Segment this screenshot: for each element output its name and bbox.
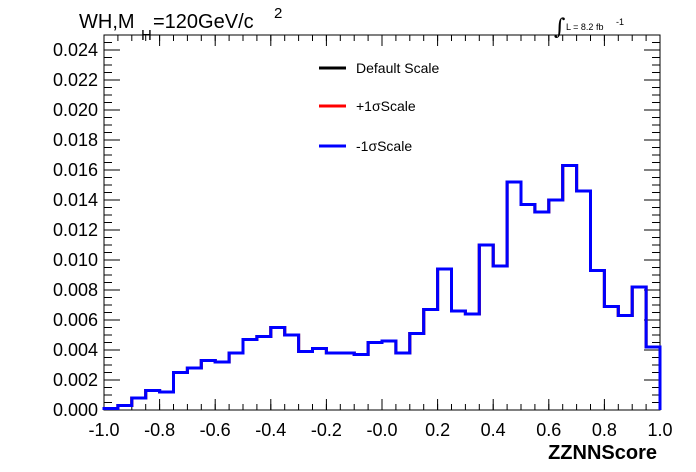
x-tick-label: 0.4 xyxy=(481,420,506,440)
y-tick-label: 0.022 xyxy=(53,70,98,90)
x-tick-label: -0.6 xyxy=(200,420,231,440)
x-tick-label: -0.2 xyxy=(311,420,342,440)
integral-icon: ∫ xyxy=(554,15,566,40)
y-tick-label: 0.016 xyxy=(53,160,98,180)
luminosity-label: L = 8.2 fb xyxy=(566,22,603,32)
chart-title: WH,M xyxy=(79,11,135,33)
y-tick-label: 0.010 xyxy=(53,250,98,270)
y-tick-label: 0.008 xyxy=(53,280,98,300)
luminosity-superscript: -1 xyxy=(616,17,624,27)
y-tick-label: 0.004 xyxy=(53,340,98,360)
x-tick-label: 0.8 xyxy=(592,420,617,440)
y-tick-label: 0.024 xyxy=(53,40,98,60)
chart-title-subscript: H xyxy=(141,27,152,44)
y-tick-label: 0.002 xyxy=(53,370,98,390)
y-tick-label: 0.012 xyxy=(53,220,98,240)
series-layer xyxy=(102,164,662,410)
y-tick-label: 0.018 xyxy=(53,130,98,150)
y-axis: 0.000 0.002 0.004 0.006 0.008 0.010 0.012 0.014… xyxy=(53,34,660,420)
y-tick-label: 0.000 xyxy=(53,400,98,420)
plot-frame xyxy=(103,34,661,411)
x-tick-label: 0.2 xyxy=(425,420,450,440)
legend: Default Scale +1σScale -1σScale xyxy=(319,60,439,154)
x-tick-label: -0.0 xyxy=(366,420,397,440)
chart-title-value: =120GeV/c xyxy=(153,11,254,33)
chart-title-superscript: 2 xyxy=(274,5,282,22)
y-tick-label: 0.014 xyxy=(53,190,98,210)
x-tick-label: 0.6 xyxy=(536,420,561,440)
x-tick-label: -0.4 xyxy=(255,420,286,440)
x-axis-label: ZZNNScore xyxy=(548,442,657,464)
x-tick-label: -0.8 xyxy=(144,420,175,440)
x-axis: -1.0 -0.8 -0.6 -0.4 -0.2 -0.0 0.2 0.4 0.6 0.8 1.0 xyxy=(88,35,673,440)
series-line-2 xyxy=(102,164,662,410)
x-tick-label: 1.0 xyxy=(647,420,672,440)
y-tick-label: 0.006 xyxy=(53,310,98,330)
legend-label: -1σScale xyxy=(356,138,412,154)
legend-label: Default Scale xyxy=(356,60,439,76)
legend-label: +1σScale xyxy=(356,98,416,114)
y-tick-label: 0.020 xyxy=(53,100,98,120)
x-tick-label: -1.0 xyxy=(88,420,119,440)
